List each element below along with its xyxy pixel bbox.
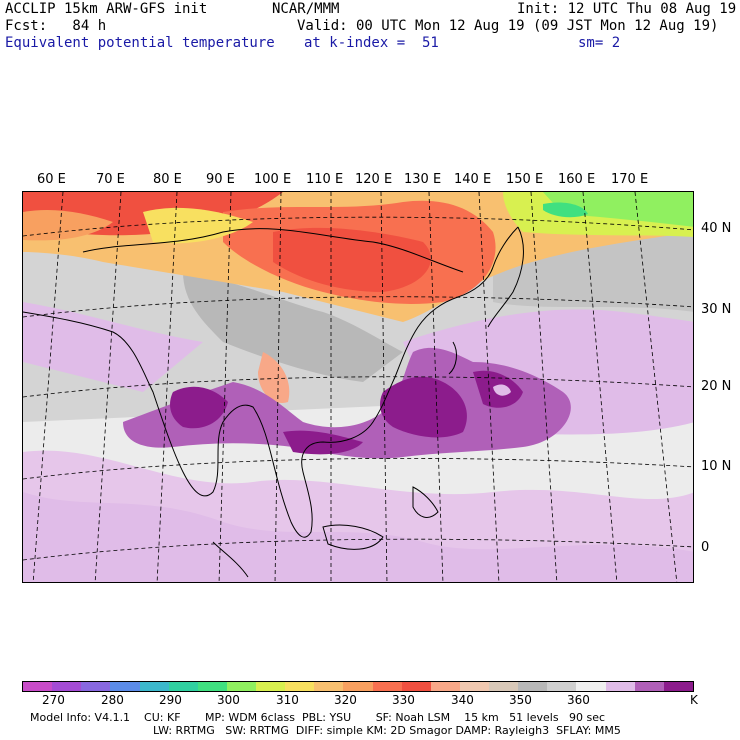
colorbar-cell (139, 682, 169, 691)
colorbar-cell (518, 682, 548, 691)
colorbar-cell (285, 682, 315, 691)
lon-label: 170 E (611, 172, 649, 187)
lon-label: 130 E (404, 172, 442, 187)
lon-label: 80 E (153, 172, 182, 187)
colorbar-cell (314, 682, 344, 691)
colorbar-cell (343, 682, 373, 691)
lat-label: 30 N (701, 302, 732, 317)
lon-label: 90 E (206, 172, 235, 187)
model-info-line1: Model Info: V4.1.1 CU: KF MP: WDM 6class… (30, 711, 606, 724)
lat-label: 20 N (701, 379, 732, 394)
colorbar-cell (634, 682, 664, 691)
lon-label: 110 E (306, 172, 344, 187)
lon-label: 140 E (454, 172, 492, 187)
colorbar (22, 681, 694, 692)
colorbar-tick-label: 330 (392, 693, 415, 707)
valid-time: Valid: 00 UTC Mon 12 Aug 19 (09 JST Mon … (297, 18, 719, 34)
model-info-line2: LW: RRTMG SW: RRTMG DIFF: simple KM: 2D … (153, 724, 621, 737)
init-time: Init: 12 UTC Thu 08 Aug 19 (517, 1, 737, 17)
colorbar-cell (547, 682, 577, 691)
level-index: at k-index = 51 (304, 35, 439, 51)
colorbar-units: K (690, 693, 698, 707)
map-panel (22, 191, 694, 583)
colorbar-tick-label: 290 (159, 693, 182, 707)
colorbar-cell (23, 682, 53, 691)
forecast-hour: Fcst: 84 h (5, 18, 107, 34)
organization-label: NCAR/MMM (272, 1, 340, 17)
colorbar-cell (430, 682, 460, 691)
colorbar-tick-label: 300 (217, 693, 240, 707)
colorbar-cell (401, 682, 431, 691)
smoothing-value: sm= 2 (578, 35, 621, 51)
colorbar-cell (256, 682, 286, 691)
lat-label: 10 N (701, 459, 732, 474)
lon-label: 70 E (96, 172, 125, 187)
lon-label: 150 E (506, 172, 544, 187)
lon-label: 120 E (355, 172, 393, 187)
colorbar-cell (81, 682, 111, 691)
colorbar-cell (459, 682, 489, 691)
colorbar-cell (168, 682, 198, 691)
lon-label: 100 E (254, 172, 292, 187)
theta-e-field (23, 192, 693, 582)
field-name: Equivalent potential temperature (5, 35, 275, 51)
lon-label: 60 E (37, 172, 66, 187)
colorbar-tick-label: 320 (334, 693, 357, 707)
colorbar-cell (110, 682, 140, 691)
colorbar-cell (489, 682, 519, 691)
graticule-layer (23, 192, 693, 582)
colorbar-tick-label: 280 (101, 693, 124, 707)
lat-label: 0 (701, 540, 710, 555)
colorbar-tick-label: 340 (451, 693, 474, 707)
lon-label: 160 E (558, 172, 596, 187)
coastline-layer (23, 226, 524, 578)
colorbar-cell (663, 682, 693, 691)
colorbar-tick-label: 270 (42, 693, 65, 707)
colorbar-tick-label: 350 (509, 693, 532, 707)
lat-label: 40 N (701, 221, 732, 236)
colorbar-cell (226, 682, 256, 691)
colorbar-cell (197, 682, 227, 691)
colorbar-tick-label: 360 (567, 693, 590, 707)
model-title: ACCLIP 15km ARW-GFS init (5, 1, 208, 17)
colorbar-cell (605, 682, 635, 691)
colorbar-cell (52, 682, 82, 691)
colorbar-cell (372, 682, 402, 691)
colorbar-cell (576, 682, 606, 691)
colorbar-tick-label: 310 (276, 693, 299, 707)
